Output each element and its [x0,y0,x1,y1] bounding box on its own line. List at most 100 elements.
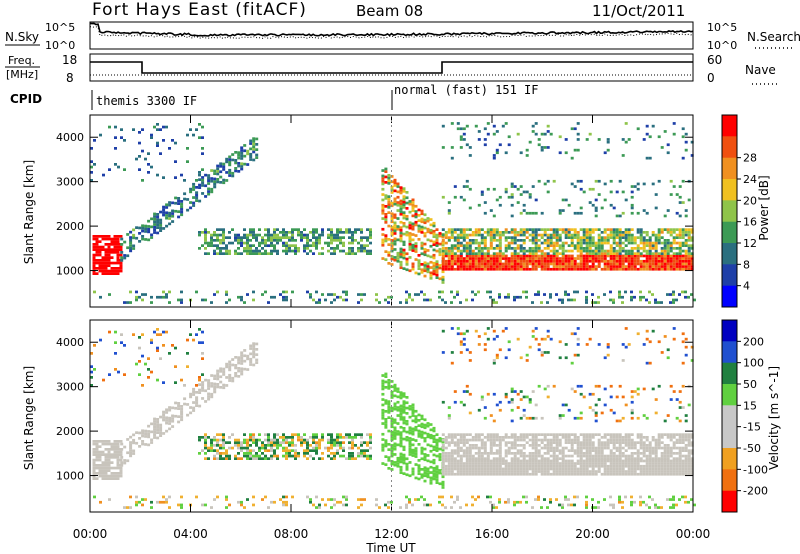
power-cell [168,222,172,226]
power-cell [276,228,279,231]
velocity-cell [465,464,469,468]
velocity-cell [330,433,333,436]
power-cell [585,236,589,239]
velocity-cell [558,433,562,436]
velocity-cell [240,444,243,447]
velocity-cell [432,453,436,457]
power-cell [441,262,445,266]
power-cell [411,262,415,266]
power-cell [579,247,583,250]
velocity-cell [92,453,96,456]
power-cell [252,147,256,151]
velocity-cell [585,446,589,450]
power-cell [243,233,246,237]
power-cell [402,198,406,201]
power-cell [480,239,484,242]
velocity-cell [432,469,436,473]
velocity-cell [501,436,505,439]
velocity-cell [561,462,565,465]
velocity-cell [525,472,529,476]
velocity-cell [447,462,451,465]
power-cell [513,249,517,253]
power-cell [495,148,499,152]
power-cell [498,265,502,268]
velocity-cell [513,467,517,471]
velocity-cell [474,452,478,455]
velocity-cell [420,476,424,479]
velocity-cell [687,454,691,458]
power-cell [507,295,510,299]
power-cell [198,231,201,234]
velocity-cell [369,446,372,450]
power-cell [375,298,378,302]
power-cell [678,201,682,204]
velocity-cell [651,470,655,473]
velocity-cell [639,472,643,476]
velocity-cell [417,467,421,470]
velocity-cell [267,449,270,452]
power-cell [570,127,574,131]
power-cell [390,247,394,250]
power-cell [615,249,619,253]
power-cell [399,188,403,192]
power-cell [213,182,217,186]
velocity-cell [675,470,679,473]
velocity-cell [92,458,96,462]
velocity-cell [228,376,232,380]
velocity-cell [609,457,613,460]
power-cell [663,259,667,263]
velocity-cell [456,464,460,468]
velocity-cell [450,438,454,442]
velocity-cell [98,456,102,459]
power-cell [195,128,198,131]
power-cell [423,293,426,296]
velocity-cell [396,414,400,417]
velocity-cell [585,464,589,468]
velocity-cell [609,438,613,442]
power-cell [486,249,490,253]
velocity-cell [603,457,607,460]
velocity-cell [426,432,430,436]
power-cell [582,241,586,245]
power-cell [690,154,694,157]
velocity-cell [474,462,478,465]
power-cell [456,290,459,294]
velocity-cell [552,457,556,460]
power-cell [246,293,249,296]
power-cell [627,138,631,141]
power-cell [681,241,685,245]
power-cell [456,262,460,266]
velocity-cell [384,426,388,429]
power-cell [678,265,682,268]
velocity-cell [351,452,354,455]
velocity-cell [237,375,241,378]
velocity-cell [279,436,282,439]
power-cell [597,193,601,196]
velocity-cell [399,409,403,413]
velocity-cell [450,361,454,365]
power-cell [603,231,607,234]
velocity-cell [612,470,616,473]
power-cell [684,244,688,247]
power-cell [621,295,624,299]
velocity-cell [366,441,369,444]
power-cell [195,194,199,197]
power-cell [159,229,163,232]
power-cell [177,215,181,219]
power-cell [159,295,162,299]
power-cell [225,179,229,182]
power-cell [429,271,433,275]
velocity-cell [195,396,199,399]
power-cell [627,249,631,253]
power-cell [687,228,691,231]
velocity-cell [564,462,568,465]
velocity-cell [660,454,664,458]
velocity-cell [116,474,120,478]
power-cell [597,265,601,268]
power-cell [609,257,613,260]
velocity-cell [255,452,258,455]
velocity-cell [552,467,556,471]
velocity-cell [294,457,297,460]
velocity-cell [189,406,193,409]
velocity-cell [669,449,673,452]
